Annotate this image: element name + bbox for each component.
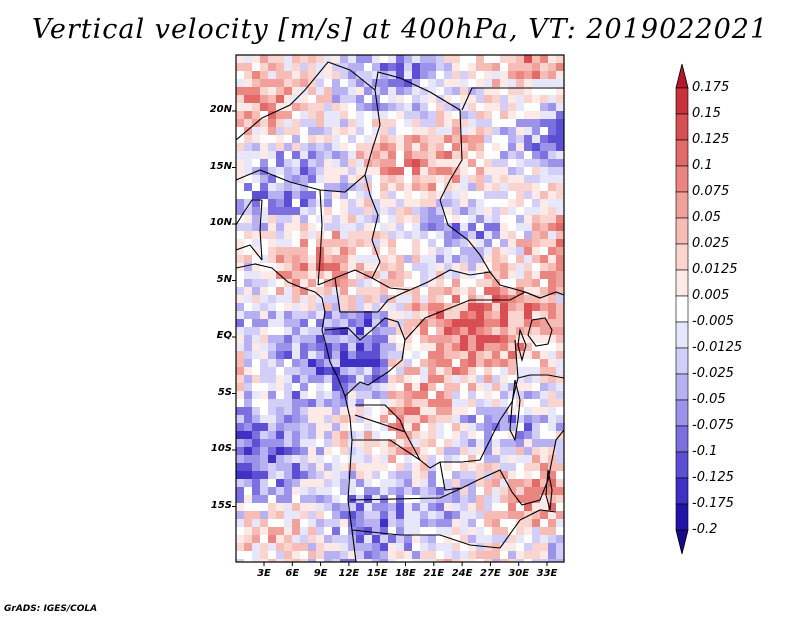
grads-credit: GrADS: IGES/COLA: [4, 604, 98, 614]
colorbar-swatch: [675, 477, 689, 505]
lon-tick-label: 27E: [480, 568, 501, 579]
colorbar-swatch: [675, 269, 689, 297]
lake-malawi: [545, 469, 553, 511]
lon-tick-label: 33E: [536, 568, 558, 579]
lat-tick-label: 10N: [209, 217, 232, 228]
colorbar-label: 0.125: [692, 132, 730, 147]
colorbar-swatch: [675, 425, 689, 453]
border-nigeria: [259, 189, 323, 286]
lat-tick-label: 15N: [209, 160, 232, 172]
map-frame: [235, 54, 565, 563]
colorbar-top-arrow: [675, 63, 689, 89]
colorbar-label: 0.15: [692, 106, 721, 121]
chart-title: Vertical velocity [m/s] at 400hPa, VT: 2…: [31, 14, 769, 45]
colorbar-swatch: [675, 113, 689, 141]
colorbar-label: -0.025: [692, 366, 734, 381]
border-libya-chad: [364, 89, 381, 196]
colorbar-label: -0.125: [692, 470, 734, 485]
colorbar-swatch: [675, 217, 689, 245]
colorbar-swatch: [675, 321, 689, 349]
colorbar-label: -0.005: [692, 314, 734, 329]
lon-tick-label: 3E: [257, 568, 271, 579]
colorbar-swatch: [675, 399, 689, 427]
lon-tick-label: 18E: [395, 568, 416, 579]
lon-tick-label: 12E: [338, 568, 360, 579]
lat-tick-label: EQ: [216, 330, 232, 341]
lon-tick-label: 21E: [423, 568, 445, 579]
colorbar-swatch: [675, 87, 689, 115]
country-borders: [236, 61, 564, 562]
colorbar-swatch: [675, 295, 689, 323]
lon-tick-label: 24E: [451, 568, 473, 579]
lat-tick-label: 5S: [217, 386, 232, 398]
colorbar-label: -0.1: [692, 444, 718, 459]
colorbar-label: 0.025: [692, 236, 730, 251]
colorbar-swatch: [675, 503, 689, 531]
border-congo: [324, 317, 406, 397]
axis-ticks: [232, 110, 548, 566]
colorbar-label: 0.1: [692, 158, 713, 173]
colorbar-label: 0.05: [692, 210, 721, 225]
border-mozambique: [547, 429, 564, 481]
lon-tick-label: 30E: [508, 568, 530, 579]
colorbar-label: 0.0125: [692, 262, 738, 277]
colorbar-label: 0.075: [692, 184, 730, 199]
lon-tick-label: 15E: [366, 568, 388, 579]
lat-tick-label: 15S: [210, 499, 232, 511]
vertical-velocity-field: [236, 55, 564, 562]
lon-tick-label: 9E: [313, 568, 328, 579]
colorbar-bottom-arrow: [675, 529, 689, 555]
colorbar-swatch: [675, 165, 689, 193]
lon-tick-label: 6E: [285, 568, 300, 579]
colorbar-label: -0.175: [692, 496, 734, 511]
border-cameroon: [317, 269, 378, 313]
lake-albert: [517, 327, 527, 363]
colorbar-swatch: [675, 139, 689, 167]
border-east-africa: [517, 291, 564, 379]
border-zimbabwe: [499, 509, 557, 549]
colorbar-label: -0.05: [692, 392, 726, 407]
colorbar-swatch: [675, 373, 689, 401]
border-sudan: [439, 87, 564, 273]
colorbar-label: 0.175: [692, 80, 730, 95]
lat-tick-label: 10S: [210, 443, 232, 454]
colorbar-label: 0.005: [692, 288, 730, 303]
colorbar-label: -0.0125: [692, 340, 743, 355]
lake-tanganyika: [509, 379, 521, 442]
border-car: [377, 289, 411, 313]
lat-tick-label: 20N: [209, 104, 232, 115]
colorbar-swatch: [675, 451, 689, 479]
lat-tick-label: 5N: [216, 273, 232, 285]
border-north: [236, 61, 463, 201]
coastline: [236, 263, 357, 562]
border-west: [236, 199, 263, 261]
border-angola: [349, 404, 501, 549]
colorbar-label: -0.2: [692, 522, 718, 537]
colorbar-label: -0.075: [692, 418, 734, 433]
lake-victoria: [527, 317, 553, 347]
colorbar-swatch: [675, 347, 689, 375]
border-mali-niger: [236, 169, 366, 193]
colorbar: [675, 63, 689, 555]
colorbar-swatch: [675, 243, 689, 271]
border-zambia: [439, 461, 549, 506]
colorbar-swatch: [675, 191, 689, 219]
